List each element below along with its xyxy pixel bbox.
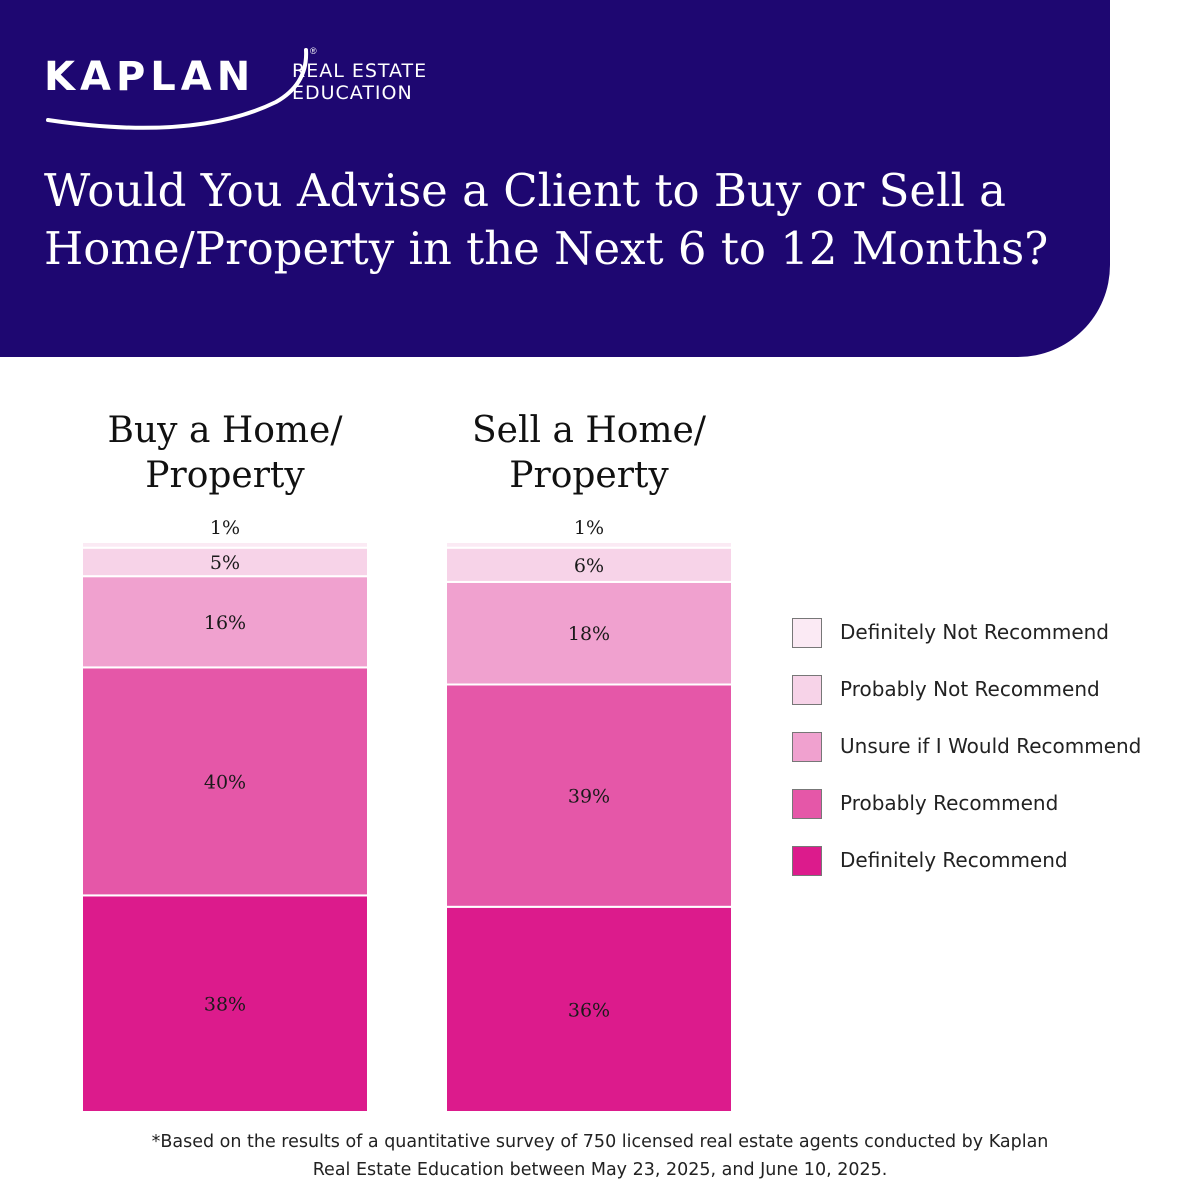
legend-swatch bbox=[792, 846, 822, 876]
bar-segment bbox=[445, 905, 733, 1113]
logo-swoosh-icon bbox=[46, 48, 309, 130]
data-label: 1% bbox=[574, 517, 604, 539]
legend-label: Definitely Recommend bbox=[840, 848, 1068, 872]
bar-segment bbox=[81, 541, 369, 549]
data-label: 38% bbox=[204, 994, 246, 1016]
legend-label: Probably Recommend bbox=[840, 791, 1059, 815]
category-title-line: Property bbox=[509, 455, 669, 496]
category-title-line: Buy a Home/ bbox=[108, 410, 344, 451]
data-label: 40% bbox=[204, 771, 246, 793]
legend-label: Definitely Not Recommend bbox=[840, 620, 1110, 644]
legend-label: Unsure if I Would Recommend bbox=[840, 734, 1142, 758]
bar-segment bbox=[445, 683, 733, 908]
logo-subtitle-line2: EDUCATION bbox=[292, 82, 413, 104]
bar-segment bbox=[445, 541, 733, 549]
kaplan-logo: KAPLAN ® REAL ESTATE EDUCATION bbox=[44, 46, 464, 136]
footnote-line1: *Based on the results of a quantitative … bbox=[151, 1132, 1049, 1152]
logo-subtitle: REAL ESTATE EDUCATION bbox=[292, 60, 427, 104]
data-label: 16% bbox=[204, 612, 246, 634]
stacked-bar-chart: Buy a Home/Property 38% 40% 16% 5% 1% Sell a H… bbox=[81, 410, 733, 1114]
data-label: 5% bbox=[210, 552, 240, 574]
bar-segment bbox=[81, 894, 369, 1114]
header-banner: KAPLAN ® REAL ESTATE EDUCATION Would You… bbox=[0, 0, 1110, 357]
data-label: 18% bbox=[568, 623, 610, 645]
survey-footnote: *Based on the results of a quantitative … bbox=[100, 1128, 1100, 1184]
bar-segment bbox=[445, 580, 733, 686]
bar-segment bbox=[81, 666, 369, 897]
data-label: 6% bbox=[574, 555, 604, 577]
category-title-line: Sell a Home/ bbox=[472, 410, 707, 451]
page-title: Would You Advise a Client to Buy or Sell… bbox=[44, 164, 1049, 275]
bar-segment bbox=[445, 546, 733, 583]
logo-wordmark: KAPLAN bbox=[44, 54, 256, 100]
footnote-line2: Real Estate Education between May 23, 20… bbox=[312, 1160, 888, 1180]
category-title-line: Property bbox=[145, 455, 305, 496]
legend-swatch bbox=[792, 789, 822, 819]
data-label: 1% bbox=[210, 517, 240, 539]
bar-segment bbox=[81, 546, 369, 578]
logo-subtitle-line1: REAL ESTATE bbox=[292, 60, 428, 82]
legend-swatch bbox=[792, 675, 822, 705]
legend-swatch bbox=[792, 618, 822, 648]
data-label: 39% bbox=[568, 786, 610, 808]
legend-label: Probably Not Recommend bbox=[840, 677, 1100, 701]
registered-mark: ® bbox=[310, 46, 317, 56]
legend-swatch bbox=[792, 732, 822, 762]
data-label: 36% bbox=[568, 999, 610, 1021]
